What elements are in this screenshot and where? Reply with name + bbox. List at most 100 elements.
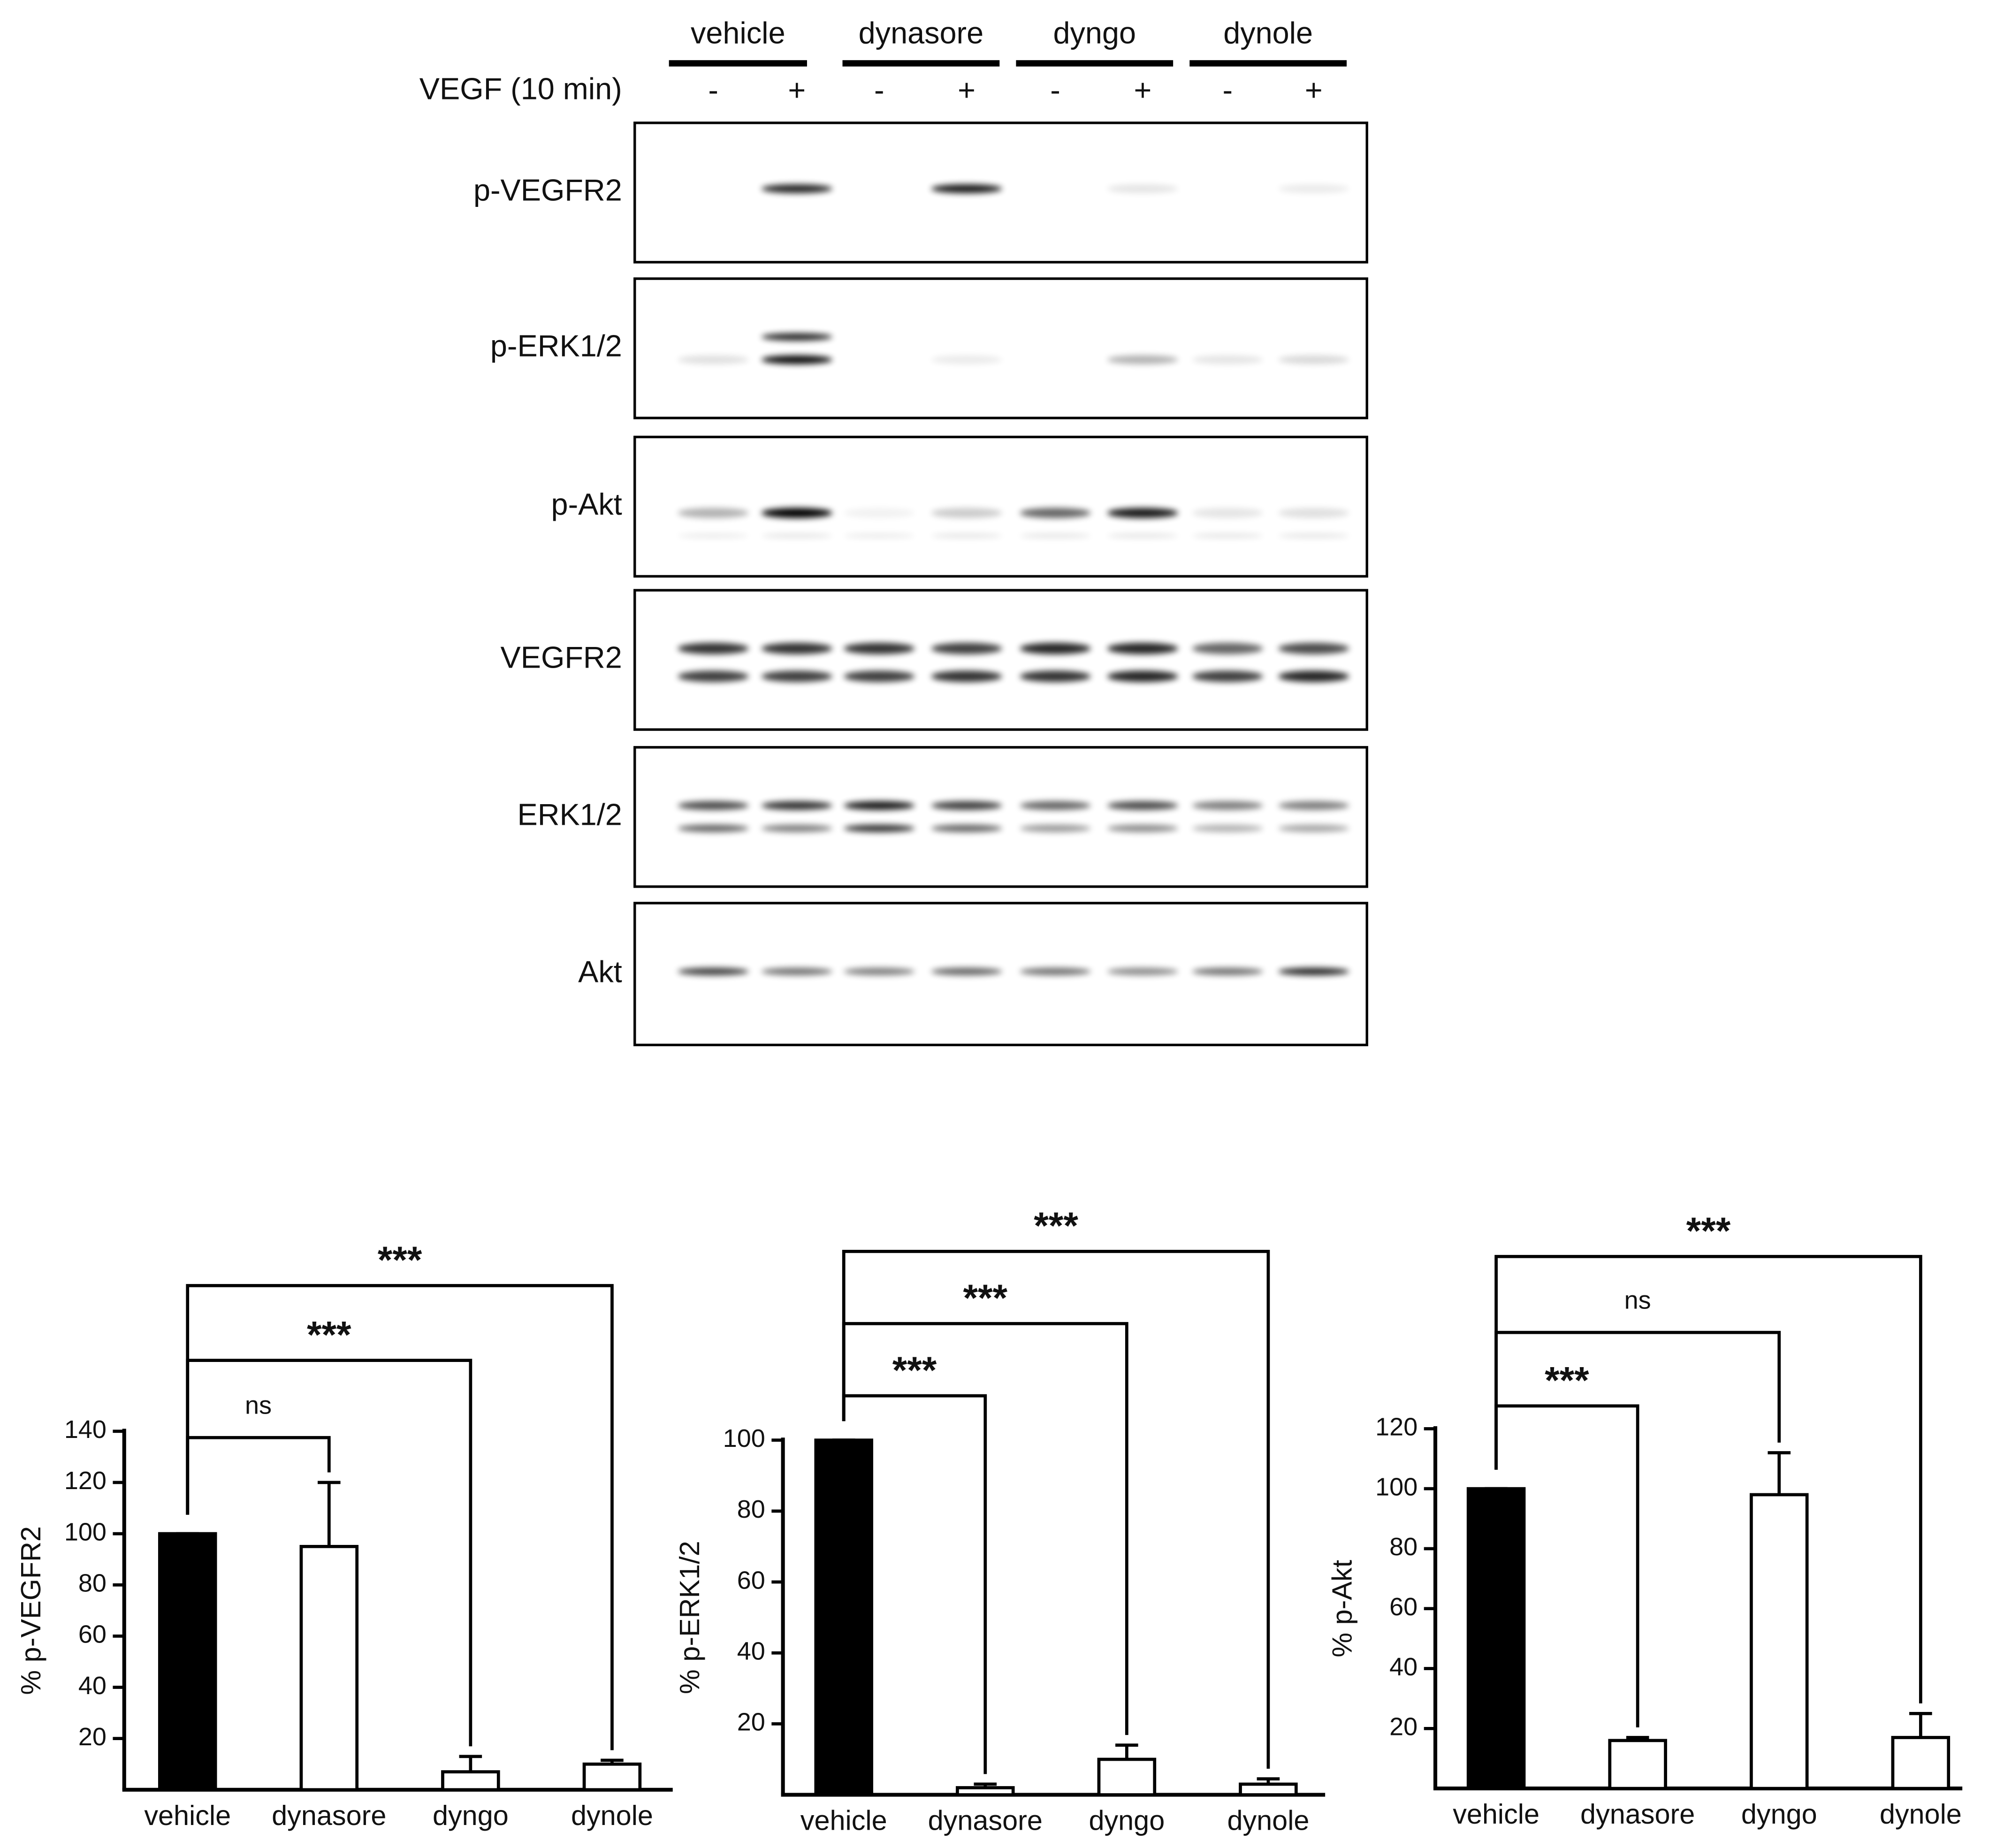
bar — [956, 1786, 1015, 1796]
blot-band — [678, 670, 749, 682]
blot-band — [761, 333, 832, 341]
y-tick-label: 80 — [1389, 1533, 1417, 1561]
blot-band — [1278, 184, 1349, 193]
y-tick-label: 20 — [1389, 1713, 1417, 1741]
blot-band — [1278, 355, 1349, 365]
treatment-sign: - — [708, 73, 718, 107]
blot-band — [931, 643, 1002, 654]
blot-row-label: ERK1/2 — [517, 797, 622, 831]
blot-row-label: p-VEGFR2 — [473, 173, 622, 207]
blot-band — [1192, 801, 1263, 810]
x-tick-label: dyngo — [1089, 1805, 1165, 1836]
y-tick-label: 80 — [737, 1495, 765, 1523]
blot-band — [1192, 508, 1263, 518]
blot-band — [761, 824, 832, 832]
bar — [1466, 1487, 1526, 1790]
treatment-sign: + — [1305, 73, 1323, 107]
y-tick-label: 40 — [1389, 1653, 1417, 1681]
significance-label: ns — [245, 1392, 272, 1420]
significance-bracket — [1494, 1255, 1922, 1704]
x-tick-label: vehicle — [800, 1805, 887, 1836]
significance-label: *** — [963, 1277, 1008, 1319]
bar — [814, 1438, 873, 1796]
blot-band — [1020, 670, 1091, 682]
blot-band — [1192, 355, 1263, 365]
significance-label: ns — [1624, 1286, 1651, 1315]
bar-chart: 20 40 60 80 100 120 % p-Akt vehicle dynasore dyng… — [1326, 1210, 1963, 1830]
blot-band — [678, 643, 749, 654]
y-axis-label: % p-Akt — [1326, 1559, 1357, 1657]
blot-panel — [633, 746, 1368, 888]
group-label: dyngo — [1053, 16, 1136, 50]
bar — [299, 1544, 359, 1792]
bar — [1097, 1757, 1157, 1796]
blot-band — [1278, 967, 1349, 975]
blot-band — [844, 824, 915, 832]
blot-band — [1020, 533, 1091, 539]
bar-chart: 20 40 60 80 100 120 140 % p-VEGFR2 vehicle dynaso… — [15, 1239, 673, 1831]
y-axis-label: % p-ERK1/2 — [674, 1541, 705, 1694]
blot-band — [844, 670, 915, 682]
group-label: vehicle — [691, 16, 785, 50]
blot-band — [1020, 824, 1091, 832]
significance-label: *** — [1686, 1210, 1731, 1252]
blot-band — [1278, 670, 1349, 682]
bar — [1608, 1739, 1667, 1790]
significance-bracket — [842, 1250, 1270, 1769]
blot-band — [1020, 801, 1091, 810]
blot-band — [761, 533, 832, 539]
blot-panel — [633, 435, 1368, 578]
x-tick-label: dynasore — [1580, 1798, 1695, 1830]
x-tick-label: dynole — [571, 1800, 653, 1831]
blot-band — [1107, 824, 1178, 832]
blot-band — [844, 643, 915, 654]
blot-band — [931, 967, 1002, 975]
bar-charts: 20 40 60 80 100 120 140 % p-VEGFR2 vehicle dynaso… — [15, 1205, 1963, 1836]
y-tick-label: 100 — [1375, 1473, 1417, 1501]
blot-band — [931, 801, 1002, 810]
blot-band — [1020, 967, 1091, 975]
blot-panel — [633, 277, 1368, 419]
blot-panel — [633, 902, 1368, 1047]
blot-band — [1278, 824, 1349, 832]
treatment-label: VEGF (10 min) — [419, 71, 622, 106]
significance-label: *** — [892, 1349, 937, 1392]
blot-band — [1107, 643, 1178, 654]
blot-band — [931, 670, 1002, 682]
blot-row-label: p-ERK1/2 — [490, 329, 622, 363]
significance-bracket — [186, 1284, 614, 1750]
bar — [1749, 1493, 1809, 1790]
x-tick-label: dynasore — [928, 1805, 1043, 1836]
blot-band — [678, 824, 749, 832]
blot-band — [678, 533, 749, 539]
group-label: dynasore — [859, 16, 984, 50]
blot-band — [1107, 184, 1178, 193]
bar — [441, 1770, 500, 1792]
blot-band — [678, 355, 749, 365]
treatment-sign: + — [1134, 73, 1151, 107]
treatment-sign: - — [1050, 73, 1060, 107]
blot-panel — [633, 589, 1368, 731]
western-blot: vehicle dynasore dyngo dynole VEGF (10 min) -… — [419, 16, 1368, 1047]
blot-band — [761, 801, 832, 810]
blot-band — [761, 670, 832, 682]
x-tick-label: dyngo — [1741, 1798, 1817, 1830]
blot-band — [1107, 533, 1178, 539]
x-tick-label: dynole — [1227, 1805, 1309, 1836]
x-tick-label: vehicle — [1453, 1798, 1539, 1830]
group-label: dynole — [1223, 16, 1313, 50]
blot-band — [1107, 508, 1178, 518]
blot-row-label: Akt — [578, 954, 622, 989]
bar — [1239, 1782, 1298, 1796]
y-tick-label: 120 — [64, 1467, 107, 1495]
blot-band — [678, 508, 749, 518]
blot-band — [1192, 824, 1263, 832]
y-tick-label: 40 — [78, 1672, 107, 1700]
blot-row-label: VEGFR2 — [501, 640, 622, 675]
blot-band — [931, 508, 1002, 518]
blot-band — [844, 801, 915, 810]
x-tick-label: vehicle — [144, 1800, 231, 1831]
blot-band — [1020, 643, 1091, 654]
